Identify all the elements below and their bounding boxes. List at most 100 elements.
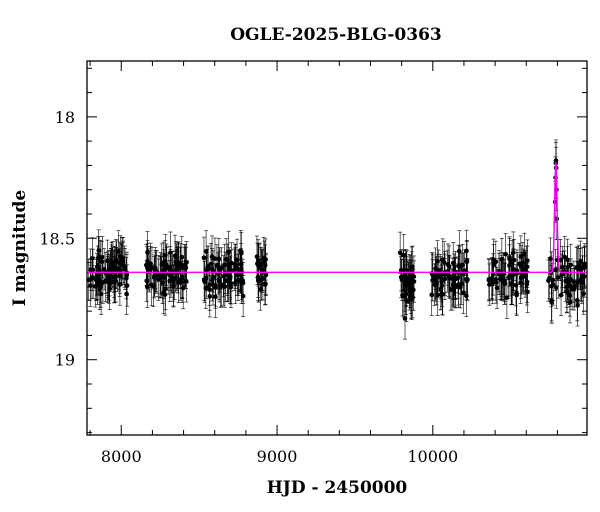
x-axis-tick-labels: 8000 9000 10000: [101, 447, 458, 466]
data-point: [518, 254, 524, 259]
y-tick-label: 18.5: [39, 229, 75, 248]
data-point: [514, 292, 519, 298]
data-point: [173, 259, 179, 265]
data-point: [94, 276, 99, 281]
data-point: [439, 291, 445, 297]
data-point: [98, 258, 104, 264]
data-point: [438, 286, 444, 292]
y-tick-label: 18: [55, 108, 75, 127]
data-point: [411, 274, 417, 279]
data-point: [263, 281, 268, 287]
data-point: [255, 274, 261, 280]
data-point: [109, 263, 114, 268]
data-point: [509, 258, 515, 264]
data-point: [509, 281, 515, 287]
data-point: [171, 283, 176, 288]
data-point: [92, 284, 98, 289]
data-point: [234, 257, 240, 263]
data-point: [575, 280, 580, 286]
data-point: [402, 316, 408, 321]
data-point: [207, 282, 212, 288]
data-point: [446, 264, 452, 269]
data-point: [401, 252, 407, 258]
data-point: [448, 287, 454, 292]
y-axis-label: I magnitude: [10, 190, 30, 307]
data-point: [430, 277, 435, 283]
data-point: [105, 258, 110, 264]
data-points: [86, 139, 588, 340]
data-point: [97, 286, 103, 292]
data-point: [553, 285, 559, 290]
data-point: [399, 277, 405, 283]
data-point: [450, 282, 456, 287]
data-point: [510, 267, 516, 273]
data-point: [214, 263, 220, 268]
data-point: [402, 288, 408, 293]
data-point: [163, 252, 168, 258]
data-point: [238, 261, 244, 267]
data-point: [445, 269, 450, 274]
data-point: [464, 258, 470, 264]
data-point: [172, 253, 178, 259]
data-point: [157, 275, 163, 280]
y-tick-label: 19: [55, 351, 75, 370]
data-point: [263, 257, 268, 262]
plot-area: [86, 60, 588, 436]
data-point: [404, 275, 410, 280]
plot-frame: [86, 60, 588, 436]
data-point: [219, 266, 224, 271]
data-point: [167, 278, 173, 284]
data-point: [162, 292, 168, 297]
data-point: [88, 277, 93, 282]
data-point: [227, 274, 233, 279]
data-point: [523, 264, 529, 270]
data-point: [555, 275, 561, 280]
y-axis-tick-labels: 18 18.5 19: [39, 108, 75, 370]
data-point: [205, 264, 211, 270]
data-point: [203, 249, 209, 254]
data-point: [549, 300, 555, 305]
data-point: [119, 256, 125, 261]
data-point: [256, 261, 262, 267]
data-point: [119, 262, 124, 268]
data-point: [181, 265, 187, 271]
data-point: [564, 289, 570, 294]
data-point: [400, 292, 405, 298]
data-point: [503, 251, 508, 257]
data-point: [437, 275, 443, 280]
data-point: [513, 282, 519, 288]
data-point: [518, 275, 524, 281]
x-tick-label: 10000: [407, 447, 458, 466]
x-tick-label: 9000: [257, 447, 298, 466]
data-point: [575, 303, 580, 308]
data-point: [201, 255, 207, 261]
chart-title: OGLE-2025-BLG-0363: [230, 25, 442, 45]
data-point: [218, 284, 223, 290]
model-curve: [87, 161, 587, 273]
data-point: [562, 254, 568, 260]
axis-ticks: [87, 61, 587, 435]
data-point: [568, 262, 574, 268]
data-point: [203, 285, 209, 291]
data-point: [566, 279, 572, 284]
data-point: [464, 293, 469, 299]
data-point: [581, 265, 587, 270]
data-point: [441, 260, 447, 265]
data-point: [410, 264, 415, 270]
data-point: [516, 261, 522, 267]
data-point: [567, 293, 573, 298]
data-point: [571, 287, 577, 292]
data-point: [546, 278, 551, 283]
data-point: [227, 266, 232, 271]
data-point: [489, 275, 495, 281]
data-point: [457, 264, 463, 269]
data-point: [411, 287, 416, 293]
data-point: [574, 265, 579, 271]
data-point: [461, 290, 466, 296]
data-point: [124, 272, 130, 278]
data-point: [223, 257, 229, 262]
data-point: [240, 278, 245, 283]
data-point: [179, 254, 185, 260]
data-point: [562, 269, 567, 274]
